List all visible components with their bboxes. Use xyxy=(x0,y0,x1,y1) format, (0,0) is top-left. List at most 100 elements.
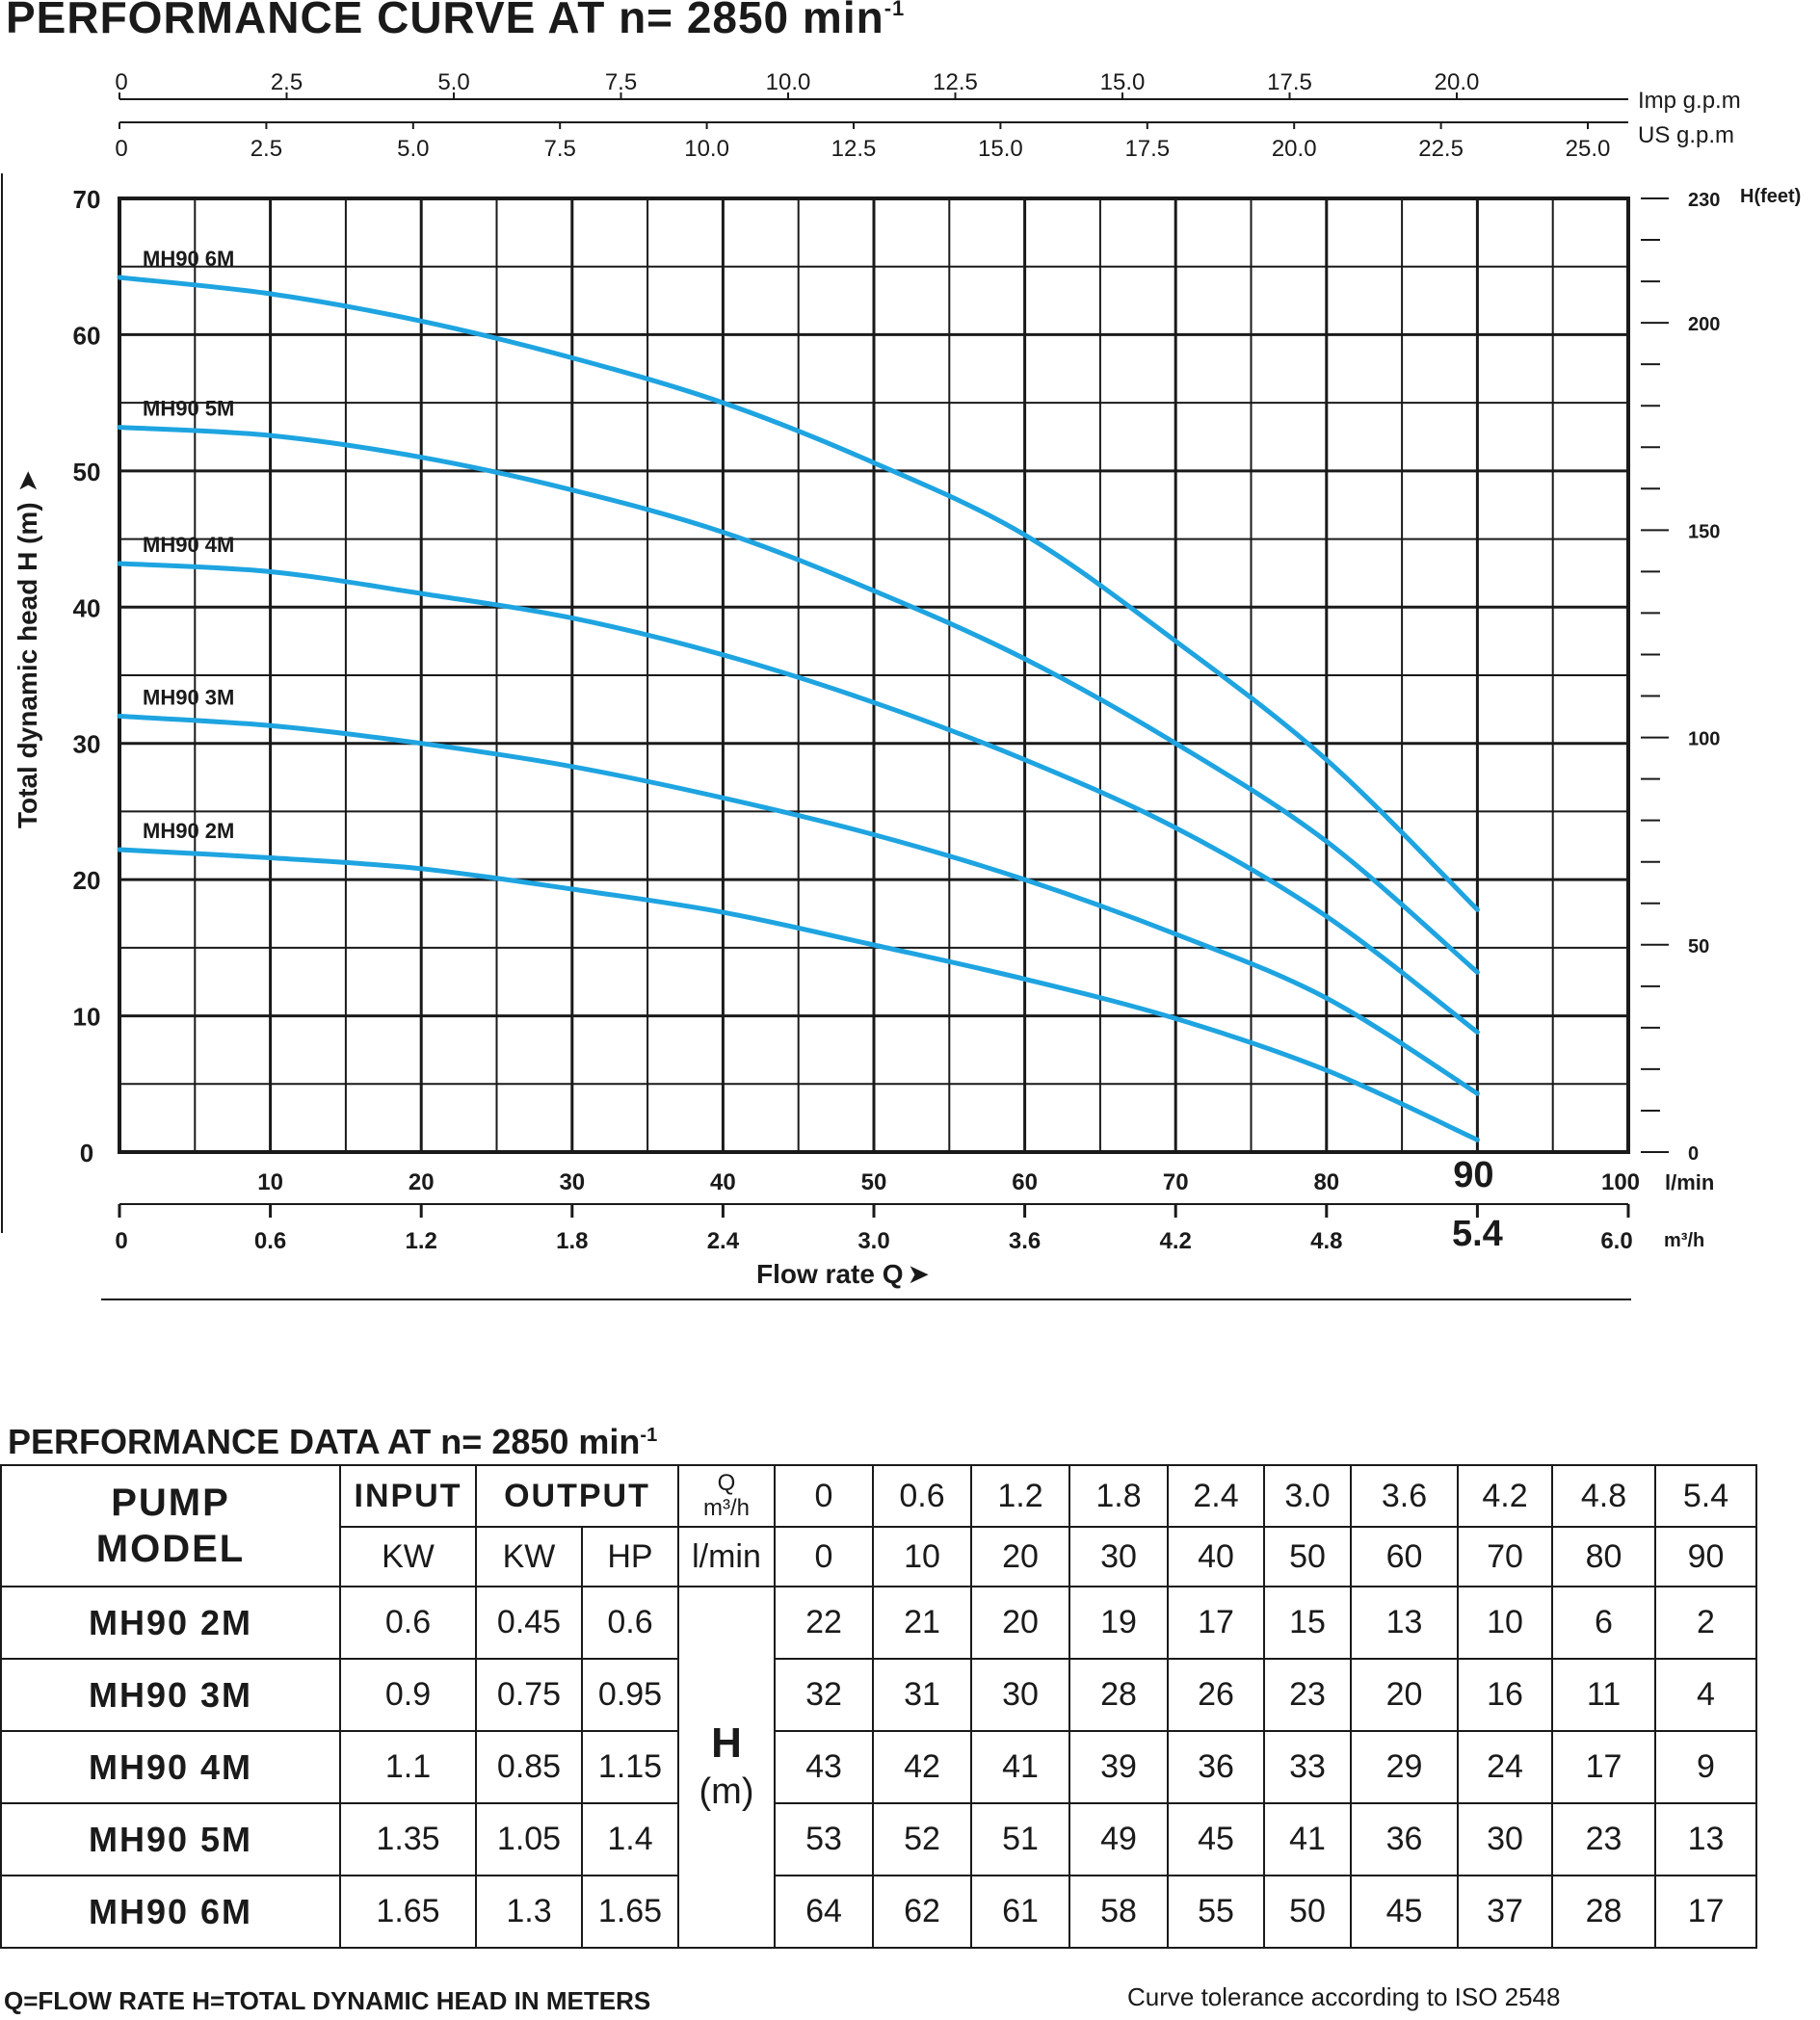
output-kw-cell: 0.45 xyxy=(475,1586,583,1660)
output-hp-header: HP xyxy=(581,1526,679,1587)
imp-gpm-tick-label: 20.0 xyxy=(1435,69,1480,95)
y-tick-label: 60 xyxy=(73,321,101,350)
head-cell: 16 xyxy=(1457,1658,1553,1732)
output-kw-cell: 0.75 xyxy=(475,1658,583,1732)
head-unit-cell: H (m) xyxy=(677,1586,776,1949)
q-lmin-cell: 10 xyxy=(872,1526,972,1587)
head-cell: 23 xyxy=(1263,1658,1352,1732)
us-gpm-tick-label: 0 xyxy=(115,136,127,162)
us-gpm-tick-label: 22.5 xyxy=(1418,136,1464,162)
performance-data-title-superscript: -1 xyxy=(640,1425,658,1446)
imp-gpm-tick-label: 2.5 xyxy=(271,69,303,95)
head-cell: 24 xyxy=(1457,1730,1553,1804)
gpm-axes: 0 2.5 5.0 7.5 10.0 12.5 15.0 17.5 20.0 0 2.5 5.0 7.5… xyxy=(115,69,1628,162)
plot-frame xyxy=(118,197,1630,1154)
feet-tick-label: 100 xyxy=(1688,729,1720,750)
curve-mh90-6m xyxy=(117,275,1480,912)
output-hp-cell: 0.6 xyxy=(581,1586,679,1660)
lmin-header: l/min xyxy=(677,1526,776,1587)
input-header: INPUT xyxy=(339,1464,477,1528)
footer-tolerance: Curve tolerance according to ISO 2548 xyxy=(1127,1982,1561,2011)
performance-curve-chart: PERFORMANCE CURVE AT n= 2850 min-1 0 2.5 5… xyxy=(1,0,1801,1300)
us-gpm-tick-label: 7.5 xyxy=(544,136,576,162)
x-m3h-tick-label: 2.4 xyxy=(707,1228,740,1254)
feet-tick-label: 150 xyxy=(1688,521,1720,542)
head-cell: 37 xyxy=(1457,1875,1553,1949)
head-cell: 21 xyxy=(872,1586,972,1660)
x-lmin-tick-label: 80 xyxy=(1313,1169,1339,1195)
x-m3h-unit: m³/h xyxy=(1664,1230,1704,1251)
q-header-symbol: Q xyxy=(717,1470,736,1496)
plot-grid xyxy=(118,197,1630,1154)
q-lmin-cell: 0 xyxy=(774,1526,874,1587)
y-tick-label: 30 xyxy=(73,730,101,759)
input-kw-cell: 1.1 xyxy=(339,1730,477,1804)
head-cell: 41 xyxy=(1263,1802,1352,1876)
x-lmin-tick-label: 60 xyxy=(1012,1169,1038,1195)
output-kw-cell: 0.85 xyxy=(475,1730,583,1804)
x-lmin-highlight-label: 90 xyxy=(1453,1155,1493,1195)
us-gpm-tick-label: 20.0 xyxy=(1272,136,1317,162)
us-gpm-tick-label: 25.0 xyxy=(1566,136,1611,162)
x-m3h-highlight-label: 5.4 xyxy=(1452,1214,1503,1254)
footer-legend: Q=FLOW RATE H=TOTAL DYNAMIC HEAD IN METE… xyxy=(4,1986,651,2015)
output-kw-cell: 1.05 xyxy=(475,1802,583,1876)
us-gpm-tick-label: 17.5 xyxy=(1124,136,1170,162)
head-cell: 17 xyxy=(1654,1875,1757,1949)
x-axis-arrow: ➤ xyxy=(907,1259,929,1289)
head-cell: 2 xyxy=(1654,1586,1757,1660)
input-kw-cell: 0.6 xyxy=(339,1586,477,1660)
table-row: MH90 4M 1.1 0.85 1.15 43 42 41 39 36 33 … xyxy=(0,1730,1757,1804)
q-lmin-cell: 80 xyxy=(1551,1526,1656,1587)
input-kw-cell: 1.65 xyxy=(339,1875,477,1949)
us-gpm-label: US g.p.m xyxy=(1638,122,1734,148)
x-axis-lmin: 10 20 30 40 50 60 70 80 100 90 xyxy=(257,1155,1640,1195)
x-lmin-tick-label: 10 xyxy=(257,1169,283,1195)
x-lmin-tick-label: 50 xyxy=(861,1169,887,1195)
y-axis-arrow: ➤ xyxy=(13,470,42,492)
head-cell: 53 xyxy=(774,1802,874,1876)
head-unit: (m) xyxy=(699,1771,754,1812)
y-tick-label: 0 xyxy=(80,1139,93,1167)
x-m3h-tick-label: 0 xyxy=(115,1228,127,1254)
x-lmin-tick-label: 20 xyxy=(409,1169,435,1195)
curve-label-mh90-4m: MH90 4M xyxy=(143,533,234,557)
head-cell: 32 xyxy=(774,1658,874,1732)
head-cell: 45 xyxy=(1167,1802,1265,1876)
head-cell: 17 xyxy=(1167,1586,1265,1660)
head-cell: 33 xyxy=(1263,1730,1352,1804)
table-row: MH90 2M 0.6 0.45 0.6 H (m) 22 21 20 19 1… xyxy=(0,1586,1757,1949)
pump-model-header: PUMP MODEL xyxy=(0,1464,341,1587)
x-lmin-tick-label: 70 xyxy=(1163,1169,1189,1195)
y-tick-label: 70 xyxy=(73,185,101,214)
head-cell: 42 xyxy=(872,1730,972,1804)
head-cell: 22 xyxy=(774,1586,874,1660)
model-cell: MH90 6M xyxy=(0,1875,341,1949)
head-cell: 45 xyxy=(1350,1875,1459,1949)
output-kw-header: KW xyxy=(475,1526,583,1587)
output-hp-cell: 1.65 xyxy=(581,1875,679,1949)
curve-label-mh90-3m: MH90 3M xyxy=(143,685,234,709)
imp-gpm-label: Imp g.p.m xyxy=(1638,88,1741,114)
q-lmin-cell: 40 xyxy=(1167,1526,1265,1587)
q-lmin-cell: 70 xyxy=(1457,1526,1553,1587)
feet-axis-label: H(feet) xyxy=(1740,186,1801,207)
head-cell: 28 xyxy=(1068,1658,1169,1732)
head-cell: 10 xyxy=(1457,1586,1553,1660)
x-m3h-tick-label: 3.0 xyxy=(857,1228,889,1254)
x-lmin-tick-label: 100 xyxy=(1601,1169,1640,1195)
x-m3h-tick-label: 0.6 xyxy=(254,1228,286,1254)
model-cell: MH90 5M xyxy=(0,1802,341,1876)
x-axis-m3h: 0 0.6 1.2 1.8 2.4 3.0 3.6 4.2 4.8 6.0 5.4 xyxy=(115,1203,1633,1254)
curve-mh90-3m xyxy=(117,713,1480,1096)
head-cell: 9 xyxy=(1654,1730,1757,1804)
head-cell: 41 xyxy=(970,1730,1070,1804)
q-header-unit: m³/h xyxy=(703,1495,750,1521)
y-tick-label: 10 xyxy=(73,1003,101,1032)
x-m3h-tick-label: 4.8 xyxy=(1310,1228,1342,1254)
q-m3h-cell: 1.2 xyxy=(970,1464,1070,1528)
head-cell: 64 xyxy=(774,1875,874,1949)
imp-gpm-tick-label: 17.5 xyxy=(1267,69,1312,95)
x-lmin-unit: l/min xyxy=(1665,1170,1714,1194)
head-cell: 30 xyxy=(1457,1802,1553,1876)
